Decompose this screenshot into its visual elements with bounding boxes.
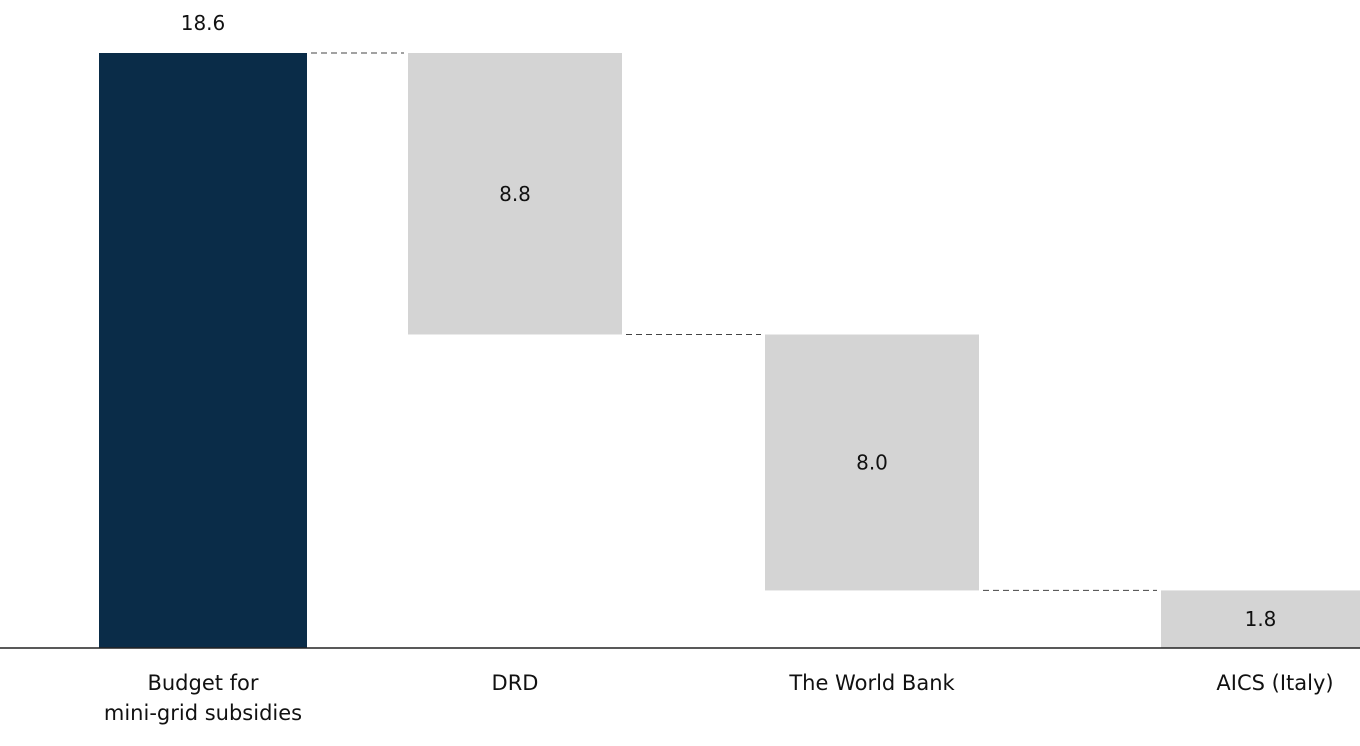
category-label-3: AICS (Italy): [1216, 671, 1333, 695]
value-label-1: 8.8: [499, 182, 531, 206]
bars-layer: [99, 53, 1360, 648]
category-label-line: AICS (Italy): [1216, 671, 1333, 695]
category-label-line: The World Bank: [788, 671, 955, 695]
connectors-layer: [311, 52, 1157, 591]
category-labels-layer: Budget for mini-grid subsidies DRD The Worl…: [104, 671, 1334, 725]
value-labels-layer: 18.6 8.8 8.0 1.8: [181, 11, 1277, 631]
category-label-2: The World Bank: [788, 671, 955, 695]
total-bar: [99, 53, 307, 648]
contribution-bar-2: [765, 334, 979, 591]
category-label-0: Budget for mini-grid subsidies: [104, 671, 302, 725]
contribution-bar-1: [408, 53, 622, 335]
value-label-3: 1.8: [1245, 607, 1277, 631]
category-label-line: mini-grid subsidies: [104, 701, 302, 725]
contribution-bar-3: [1161, 590, 1360, 648]
value-label-0: 18.6: [181, 11, 226, 35]
value-label-2: 8.0: [856, 450, 888, 474]
category-label-1: DRD: [492, 671, 539, 695]
category-label-line: Budget for: [147, 671, 258, 695]
category-label-line: DRD: [492, 671, 539, 695]
